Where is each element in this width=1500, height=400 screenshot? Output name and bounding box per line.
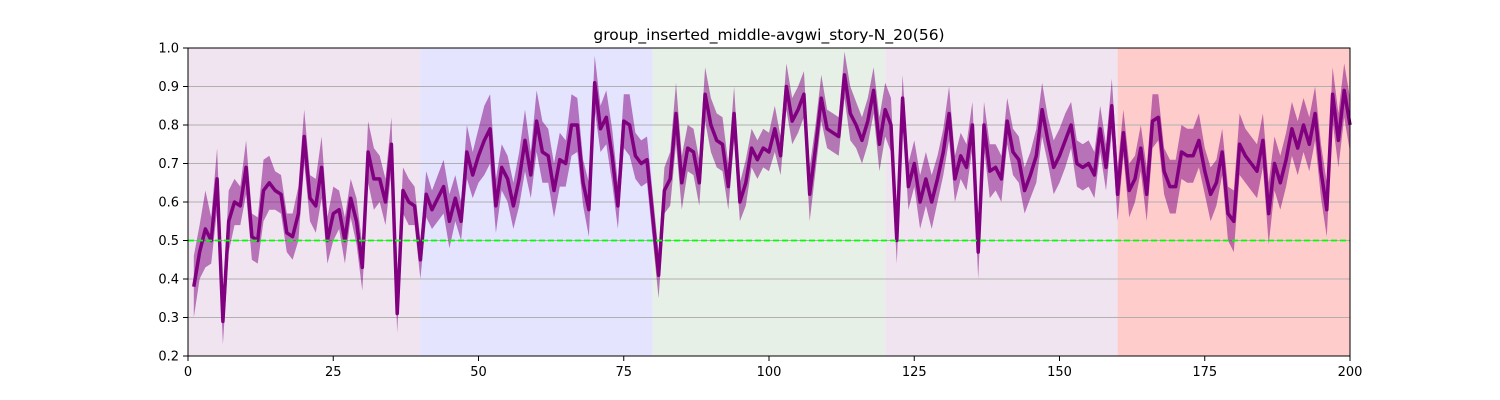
x-tick-label-2: 50 xyxy=(470,365,487,380)
y-tick-label-2: 0.4 xyxy=(158,273,179,288)
y-tick-label-3: 0.5 xyxy=(158,234,179,249)
x-tick-label-0: 0 xyxy=(184,365,192,380)
y-tick-label-4: 0.6 xyxy=(158,196,179,211)
y-tick-label-0: 0.2 xyxy=(158,350,179,365)
plot-series xyxy=(192,51,1352,345)
confidence-band xyxy=(193,51,1350,345)
x-tick-label-1: 25 xyxy=(325,365,342,380)
x-tick-label-7: 175 xyxy=(1192,365,1217,380)
y-tick-label-5: 0.7 xyxy=(158,157,179,172)
x-tick-label-5: 125 xyxy=(902,365,927,380)
y-tick-label-6: 0.8 xyxy=(158,119,179,134)
y-tick-label-8: 1.0 xyxy=(158,42,179,57)
x-tick-label-8: 200 xyxy=(1338,365,1363,380)
mean-line xyxy=(192,73,1352,324)
y-axis-ticks: 0.2 0.3 0.4 0.5 0.6 0.7 0.8 0.9 1.0 xyxy=(158,42,188,365)
x-tick-label-6: 150 xyxy=(1047,365,1072,380)
y-tick-label-1: 0.3 xyxy=(158,311,179,326)
x-axis-ticks: 0 25 50 75 100 125 150 175 200 xyxy=(184,356,1363,380)
chart-title: group_inserted_middle-avgwi_story-N_20(5… xyxy=(593,26,944,45)
y-tick-label-7: 0.9 xyxy=(158,80,179,95)
x-tick-label-4: 100 xyxy=(757,365,782,380)
x-tick-label-3: 75 xyxy=(615,365,632,380)
